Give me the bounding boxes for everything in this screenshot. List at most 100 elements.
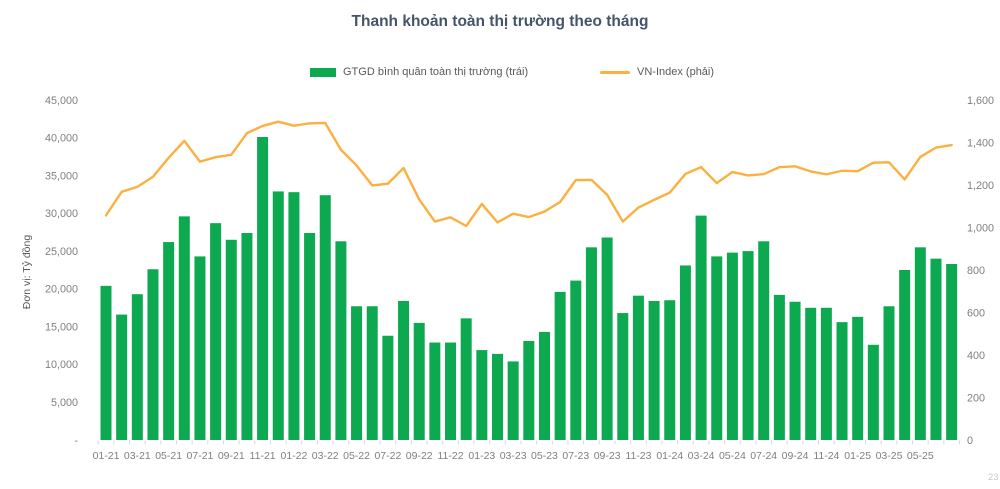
legend-label-vnindex: VN-Index (phải) xyxy=(637,66,715,78)
x-axis-label-01-22: 01-22 xyxy=(280,450,307,462)
gtgd-bar-03-21 xyxy=(131,294,143,440)
gtgd-bar-06-22 xyxy=(366,306,378,440)
gtgd-bar-02-23 xyxy=(492,353,503,440)
legend-item-vnindex: VN-Index (phải) xyxy=(600,66,714,78)
bar-series-swatch-icon xyxy=(310,67,336,77)
gtgd-bar-05-25 xyxy=(914,247,926,440)
vnindex-line xyxy=(104,120,953,228)
x-axis-label-03-25: 03-25 xyxy=(876,450,903,462)
right-axis-tick-label: 800 xyxy=(967,265,985,277)
left-axis-tick-label: 45,000 xyxy=(45,95,78,107)
gtgd-bar-09-23 xyxy=(601,237,613,440)
right-axis-tick-label: 0 xyxy=(967,435,973,447)
gtgd-bar-10-24 xyxy=(805,307,817,440)
x-axis-label-03-21: 03-21 xyxy=(124,450,151,462)
gtgd-bar-02-24 xyxy=(679,265,691,440)
gtgd-bar-11-22 xyxy=(445,342,457,440)
gtgd-bar-03-23 xyxy=(507,361,519,440)
x-axis-label-01-24: 01-24 xyxy=(656,450,683,462)
gtgd-bar-04-24 xyxy=(711,256,723,440)
gtgd-bar-01-25 xyxy=(852,316,864,440)
gtgd-bar-04-23 xyxy=(523,341,535,440)
x-axis-label-03-24: 03-24 xyxy=(688,450,715,462)
x-axis-label-05-24: 05-24 xyxy=(719,450,746,462)
x-axis-label-11-23: 11-23 xyxy=(625,450,651,462)
gtgd-bar-03-25 xyxy=(883,306,895,440)
gtgd-bar-10-23 xyxy=(617,313,629,440)
x-axis-label-05-25: 05-25 xyxy=(907,450,934,462)
gtgd-bar-07-21 xyxy=(194,256,206,440)
gtgd-bar-05-21 xyxy=(163,242,175,440)
right-axis-tick-label: 200 xyxy=(967,392,985,404)
gtgd-bar-05-23 xyxy=(538,331,550,440)
gtgd-bar-09-21 xyxy=(225,239,237,440)
left-axis-tick-label: 40,000 xyxy=(45,133,78,145)
gtgd-bar-01-23 xyxy=(476,350,488,440)
gtgd-bar-06-23 xyxy=(554,291,566,440)
gtgd-bar-08-23 xyxy=(585,247,597,440)
gtgd-bar-12-21 xyxy=(272,191,284,440)
gtgd-bar-03-24 xyxy=(695,215,707,440)
legend-item-gtgd: GTGD bình quân toàn thị trường (trái) xyxy=(310,66,528,78)
gtgd-bar-06-24 xyxy=(742,251,754,440)
gtgd-bar-05-22 xyxy=(351,306,363,440)
right-axis-tick-label: 600 xyxy=(967,307,985,319)
gtgd-bar-10-21 xyxy=(241,232,253,440)
left-axis-tick-label: 15,000 xyxy=(45,321,78,333)
gtgd-bar-09-24 xyxy=(789,301,801,440)
gtgd-bar-04-25 xyxy=(899,270,911,440)
x-axis-label-09-24: 09-24 xyxy=(782,450,809,462)
gtgd-bar-02-25 xyxy=(867,344,879,440)
gtgd-bar-04-21 xyxy=(147,269,159,440)
gtgd-bar-01-22 xyxy=(288,192,300,440)
x-axis-label-05-22: 05-22 xyxy=(343,450,370,462)
gtgd-bar-09-22 xyxy=(413,322,425,440)
gtgd-bar-02-21 xyxy=(116,314,128,440)
gtgd-bar-07-25 xyxy=(946,263,958,440)
gtgd-bar-08-24 xyxy=(773,294,785,440)
x-axis-label-01-25: 01-25 xyxy=(844,450,871,462)
x-axis-label-03-22: 03-22 xyxy=(312,450,339,462)
gtgd-bar-07-22 xyxy=(382,335,394,440)
line-series-swatch-icon xyxy=(600,70,630,74)
gtgd-bar-06-25 xyxy=(930,258,942,440)
legend-label-gtgd: GTGD bình quân toàn thị trường (trái) xyxy=(343,66,529,78)
left-axis-tick-label: 5,000 xyxy=(51,397,78,409)
gtgd-bar-02-22 xyxy=(304,232,316,440)
x-axis-label-09-21: 09-21 xyxy=(218,450,245,462)
gtgd-bar-07-23 xyxy=(570,280,582,440)
x-axis-label-11-24: 11-24 xyxy=(813,450,839,462)
left-axis-tick-label: 35,000 xyxy=(45,170,78,182)
x-axis-label-09-23: 09-23 xyxy=(594,450,621,462)
x-axis-label-01-21: 01-21 xyxy=(93,450,120,462)
gtgd-bar-06-21 xyxy=(178,216,190,440)
gtgd-bar-01-24 xyxy=(664,300,676,440)
left-axis-tick-label: 25,000 xyxy=(45,246,78,258)
x-axis-label-11-22: 11-22 xyxy=(437,450,463,462)
chart-title: Thanh khoản toàn thị trường theo tháng xyxy=(351,13,649,30)
gtgd-bar-08-21 xyxy=(210,223,222,440)
x-axis-label-01-23: 01-23 xyxy=(468,450,495,462)
gtgd-bar-12-22 xyxy=(460,318,472,440)
x-axis-label-09-22: 09-22 xyxy=(406,450,433,462)
left-axis-tick-label: 30,000 xyxy=(45,208,78,220)
gtgd-bar-12-23 xyxy=(648,300,660,440)
right-axis-tick-label: 1,400 xyxy=(967,137,994,149)
gtgd-bar-10-22 xyxy=(429,342,441,440)
corner-text: 23 xyxy=(988,472,999,483)
gtgd-bar-04-22 xyxy=(335,241,347,440)
gtgd-bar-08-22 xyxy=(398,300,410,440)
gtgd-bar-11-23 xyxy=(632,295,644,440)
gtgd-bar-12-24 xyxy=(836,322,848,440)
gtgd-bar-07-24 xyxy=(758,241,770,440)
right-axis-tick-label: 400 xyxy=(967,350,985,362)
right-axis-tick-label: 1,200 xyxy=(967,180,994,192)
left-axis-tick-label: 20,000 xyxy=(45,284,78,296)
x-axis-label-03-23: 03-23 xyxy=(500,450,527,462)
right-axis-tick-label: 1,600 xyxy=(967,95,994,107)
x-axis-label-05-23: 05-23 xyxy=(531,450,558,462)
x-axis-label-11-21: 11-21 xyxy=(250,450,276,462)
gtgd-bar-11-24 xyxy=(820,307,832,440)
